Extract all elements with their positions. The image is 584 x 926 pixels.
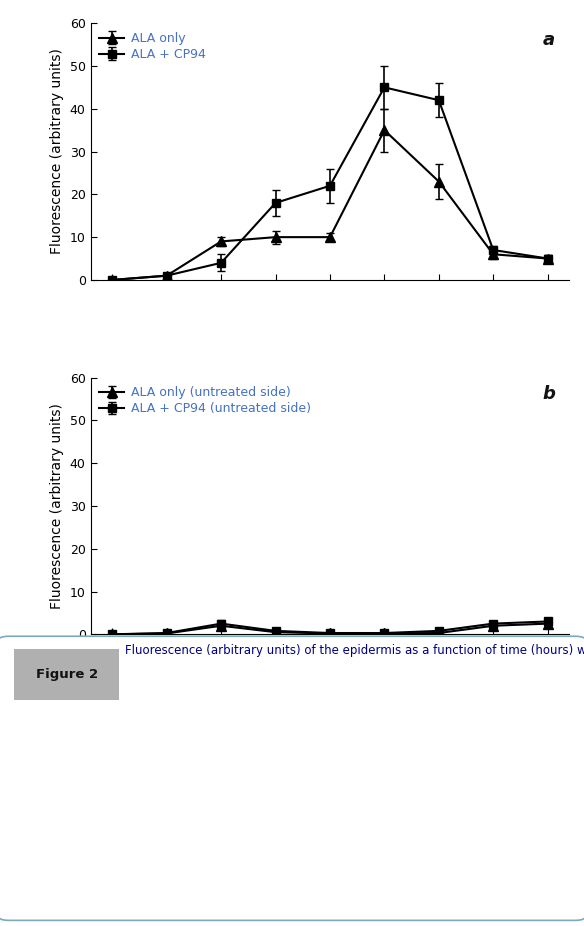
Text: Fluorescence (arbitrary units) of the epidermis as a function of time (hours) wh: Fluorescence (arbitrary units) of the ep… [125,644,584,657]
Legend: ALA only, ALA + CP94: ALA only, ALA + CP94 [97,30,208,64]
Y-axis label: Fluorescence (arbitrary units): Fluorescence (arbitrary units) [50,403,64,609]
FancyBboxPatch shape [0,636,584,920]
X-axis label: Time (hours): Time (hours) [286,657,374,671]
Y-axis label: Fluorescence (arbitrary units): Fluorescence (arbitrary units) [50,48,64,255]
FancyBboxPatch shape [15,648,119,700]
Text: a: a [543,31,555,49]
Text: Figure 2: Figure 2 [36,668,98,681]
Text: b: b [542,385,555,403]
Legend: ALA only (untreated side), ALA + CP94 (untreated side): ALA only (untreated side), ALA + CP94 (u… [97,383,313,418]
